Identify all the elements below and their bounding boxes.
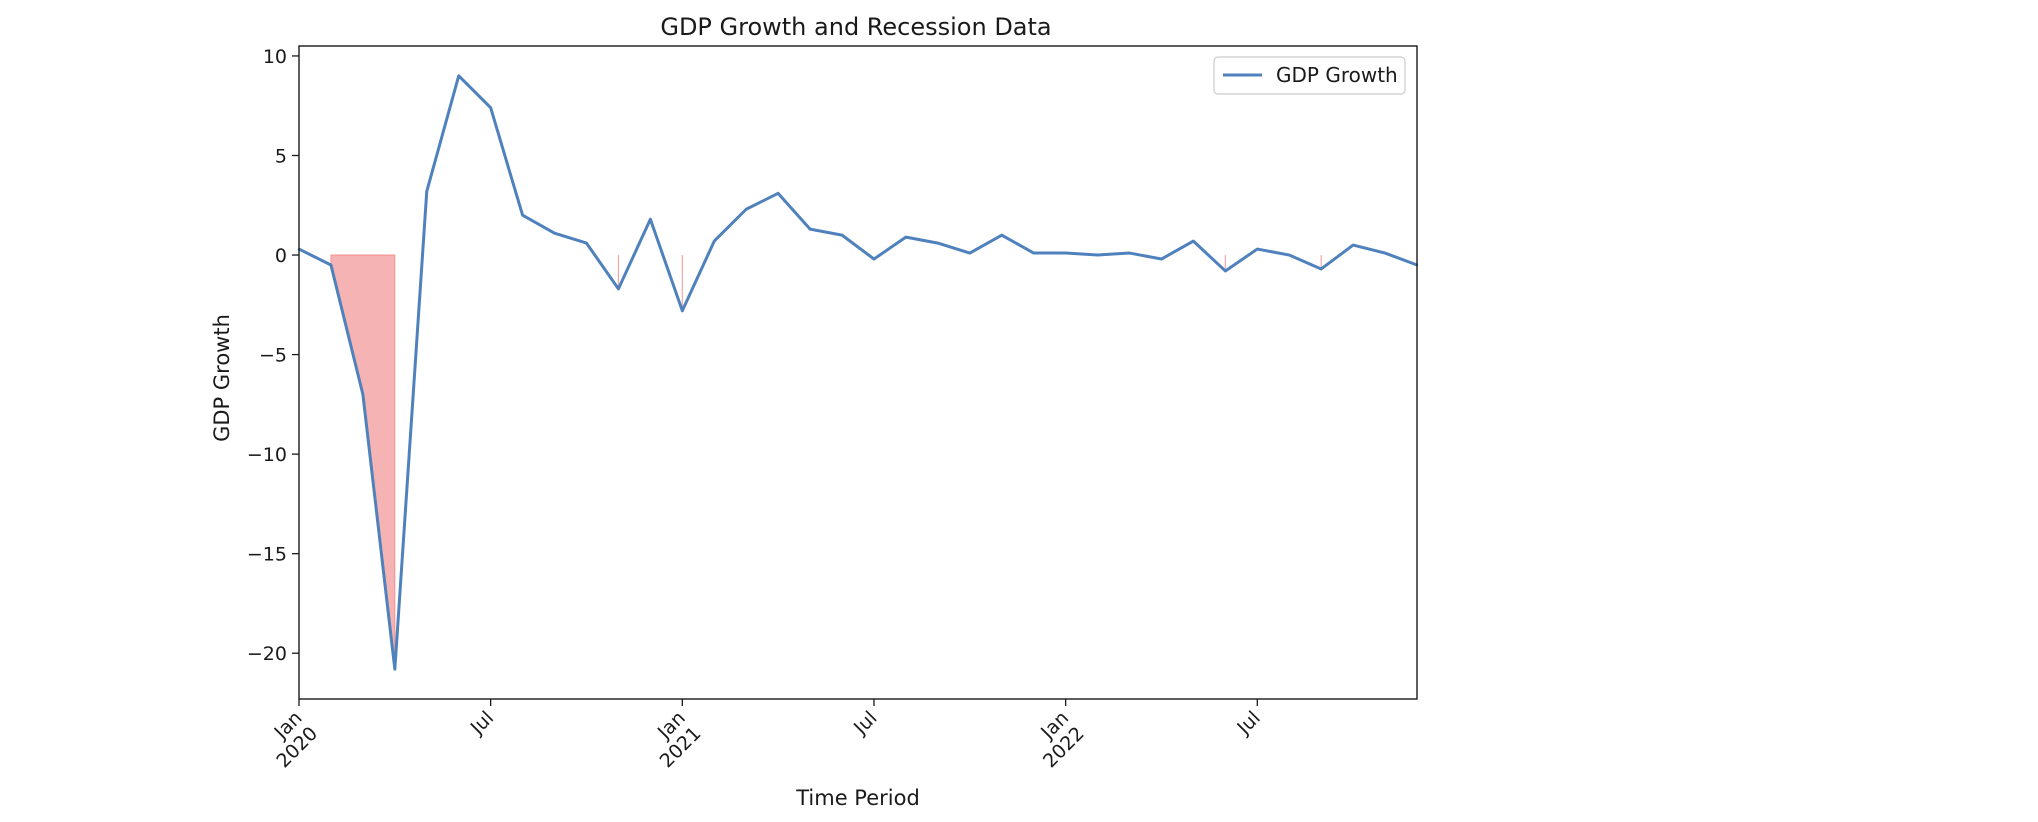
data-point: [425, 190, 428, 193]
data-point: [840, 233, 844, 237]
x-tick-label: Jan2022: [1023, 707, 1088, 772]
x-tick-label: Jul: [1232, 707, 1264, 739]
series-lines: [297, 74, 1419, 671]
data-point: [617, 287, 620, 291]
data-point: [1256, 247, 1259, 251]
data-point: [1319, 267, 1323, 271]
data-point: [521, 214, 524, 217]
y-tick-label: 0: [275, 245, 287, 267]
data-point: [1128, 251, 1131, 255]
data-point: [1224, 269, 1227, 273]
x-axis-label: Time Period: [795, 786, 920, 810]
x-tick-label: Jan2020: [257, 707, 322, 772]
data-point: [553, 231, 556, 235]
y-tick-label: −10: [247, 444, 287, 466]
data-point: [745, 208, 748, 211]
x-axis-ticks: Jan2020 Jul Jan2021 Jul Jan2022 Jul: [257, 699, 1265, 772]
data-point: [1160, 257, 1163, 261]
data-point: [329, 263, 333, 267]
y-tick-label: 10: [263, 46, 287, 68]
legend-label-gdp-growth: GDP Growth: [1276, 63, 1398, 87]
data-point: [1351, 243, 1355, 247]
y-tick-label: −5: [259, 345, 287, 367]
y-tick-label: −20: [247, 643, 287, 665]
data-point: [681, 309, 684, 312]
data-point: [649, 218, 652, 221]
x-tick-label: Jan2021: [640, 707, 705, 772]
data-point: [1096, 253, 1099, 257]
data-point: [713, 239, 716, 243]
data-point: [1288, 253, 1291, 257]
data-point: [872, 257, 876, 261]
data-point: [1064, 251, 1067, 255]
data-point: [1383, 251, 1387, 255]
data-point: [489, 106, 492, 109]
data-point: [808, 227, 812, 231]
y-axis-ticks: 10 5 0 −5 −10 −15 −20: [247, 46, 299, 665]
legend-box: [1213, 56, 1406, 95]
data-point: [1000, 233, 1003, 237]
recession-area-1: [330, 254, 396, 670]
data-point: [1192, 239, 1195, 243]
data-point: [776, 192, 780, 195]
series-line-gdp-growth: [298, 74, 1418, 671]
data-point: [936, 241, 940, 245]
data-point: [393, 667, 397, 671]
x-tick-label: Jul: [466, 707, 498, 739]
data-point: [1032, 251, 1035, 255]
data-point: [457, 74, 460, 78]
legend: GDP Growth: [1213, 56, 1406, 95]
x-tick-label: Jul: [849, 707, 881, 739]
y-tick-label: −15: [247, 544, 287, 566]
y-axis-label: GDP Growth: [210, 314, 234, 442]
data-point: [585, 241, 588, 245]
data-point: [904, 235, 908, 239]
recession-shading: [330, 254, 1322, 670]
y-tick-label: 5: [275, 145, 287, 167]
axes-frame: [298, 45, 1418, 700]
data-point: [361, 393, 365, 396]
data-point: [968, 251, 971, 255]
chart-title: GDP Growth and Recession Data: [660, 13, 1051, 41]
